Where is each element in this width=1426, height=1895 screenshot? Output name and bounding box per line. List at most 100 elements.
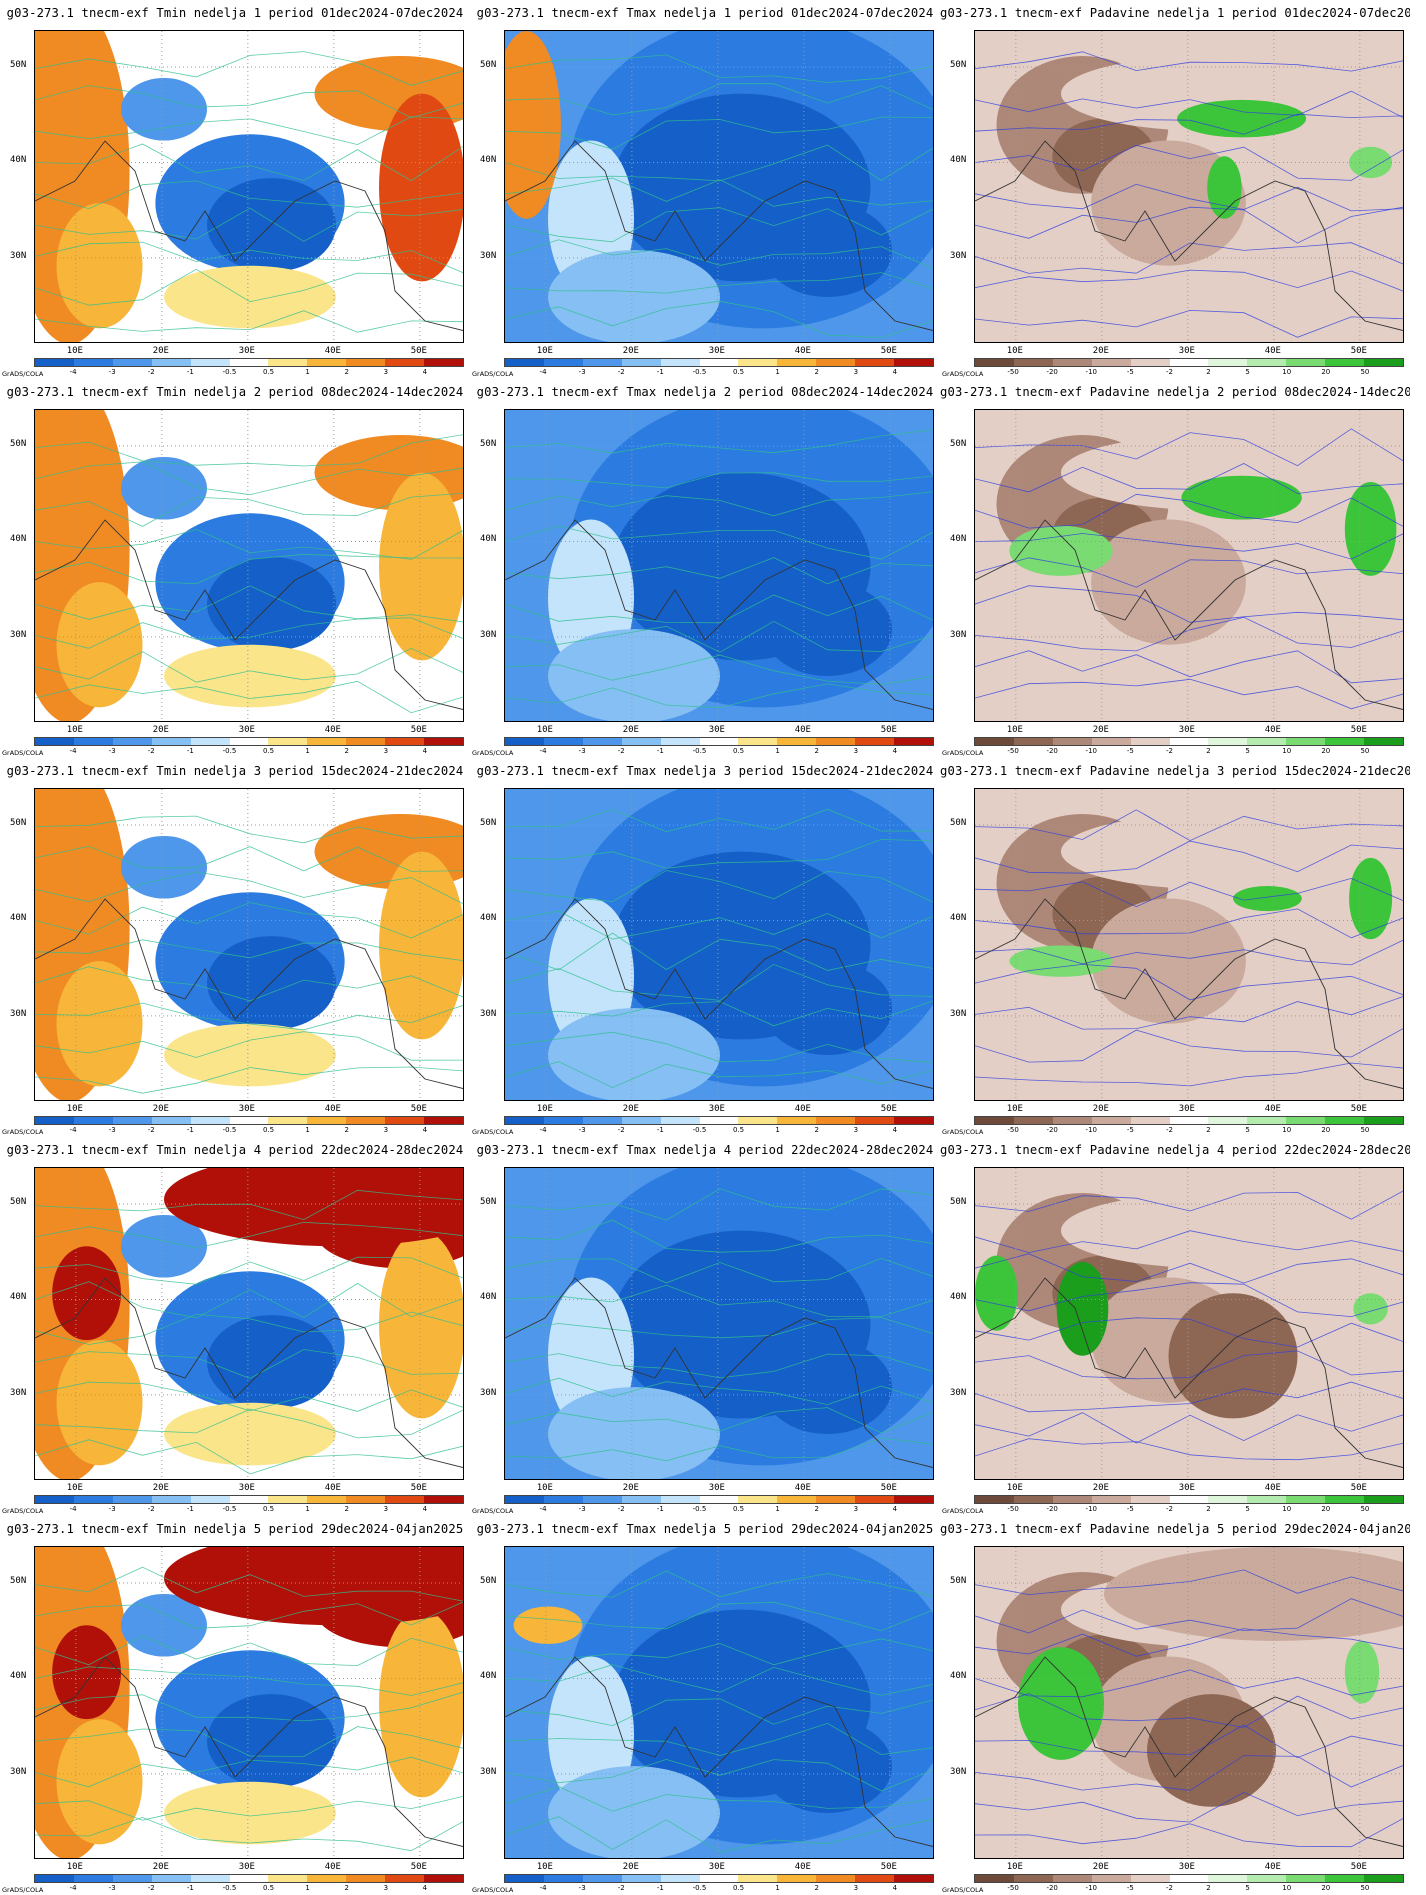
contour-line: [505, 272, 933, 294]
anomaly-map: [34, 1167, 464, 1480]
coastline: [975, 519, 1403, 710]
contour-line: [975, 1791, 1403, 1823]
colorbar-swatch: [1325, 738, 1365, 745]
colorbar-tick-label: 0.5: [262, 1884, 275, 1892]
colorbar-tick-label: 0.5: [262, 368, 275, 376]
colorbar-ticks: -4 -3 -2 -1 -0.5 0.5 1 2 3 4: [504, 1126, 934, 1136]
map-panel-tmax-week-3: g03-273.1 tnecm-exf Tmax nedelja 3 perio…: [470, 758, 940, 1137]
colorbar-swatch: [777, 1117, 817, 1124]
colorbar-tick-label: 4: [422, 747, 428, 755]
colorbar: [974, 737, 1404, 746]
field-region: [763, 203, 892, 298]
longitude-label: 20E: [152, 346, 169, 356]
field-region: [548, 1008, 720, 1100]
colorbar-swatch: [699, 1875, 739, 1882]
longitude-label: 50E: [880, 1483, 897, 1493]
coastline: [975, 140, 1403, 331]
grads-credit: GrADS/COLA: [2, 370, 44, 378]
colorbar-tick-label: 3: [853, 1126, 859, 1134]
colorbar-tick-label: 4: [422, 1505, 428, 1513]
contour-line: [505, 1061, 933, 1089]
contour-line: [975, 51, 1403, 72]
contour-line: [975, 1724, 1403, 1759]
anomaly-map: [974, 1167, 1404, 1480]
colorbar-ticks: -4 -3 -2 -1 -0.5 0.5 1 2 3 4: [504, 1884, 934, 1894]
colorbar-tick-label: 2: [1206, 368, 1211, 376]
colorbar-ticks: -4 -3 -2 -1 -0.5 0.5 1 2 3 4: [504, 747, 934, 757]
coastline: [505, 898, 933, 1089]
contour-line: [35, 871, 463, 905]
colorbar-swatch: [1052, 359, 1092, 366]
colorbar-tick-label: -20: [1046, 747, 1058, 755]
colorbar-swatch: [1208, 1496, 1248, 1503]
colorbar-swatch: [73, 1496, 113, 1503]
colorbar-swatch: [190, 738, 230, 745]
contour-line: [975, 1755, 1403, 1791]
colorbar-swatch: [190, 359, 230, 366]
latitude-label: 50N: [10, 59, 27, 70]
colorbar: [504, 737, 934, 746]
panel-title: g03-273.1 tnecm-exf Tmin nedelja 4 perio…: [6, 1143, 464, 1157]
field-region: [164, 1781, 336, 1845]
colorbar-tick-label: -2: [617, 1884, 625, 1892]
colorbar-swatch: [1169, 1117, 1209, 1124]
colorbar-tick-label: 4: [422, 368, 428, 376]
colorbar-tick-label: -5: [1126, 1505, 1134, 1513]
contour-line: [505, 239, 933, 269]
anomaly-map: [504, 1167, 934, 1480]
colorbar-tick-label: 3: [383, 368, 389, 376]
longitude-label: 30E: [708, 725, 725, 735]
longitude-label: 10E: [1006, 725, 1023, 735]
colorbar-tick-label: 3: [853, 368, 859, 376]
colorbar-tick-label: 5: [1245, 747, 1250, 755]
field-region: [379, 93, 463, 282]
colorbar-ticks: -4 -3 -2 -1 -0.5 0.5 1 2 3 4: [34, 747, 464, 757]
colorbar-swatch: [582, 359, 622, 366]
field-region: [121, 835, 207, 899]
colorbar-tick-label: -4: [69, 747, 77, 755]
colorbar-swatch: [1325, 1496, 1365, 1503]
colorbar-swatch: [1286, 1496, 1326, 1503]
latitude-label: 30N: [10, 1008, 27, 1019]
contour-line: [505, 1031, 933, 1063]
contour-line: [505, 1257, 933, 1284]
colorbar-tick-label: 4: [892, 368, 898, 376]
contour-line: [35, 207, 463, 242]
colorbar-swatch: [307, 1117, 347, 1124]
field-region: [164, 644, 336, 708]
field-region: [56, 961, 143, 1087]
longitude-label: 30E: [238, 1104, 255, 1114]
colorbar-tick-label: 1: [775, 1505, 780, 1513]
map-panel-tmin-week-1: g03-273.1 tnecm-exf Tmin nedelja 1 perio…: [0, 0, 470, 379]
panel-title: g03-273.1 tnecm-exf Padavine nedelja 1 p…: [940, 6, 1410, 20]
colorbar-tick-label: -10: [1085, 1505, 1097, 1513]
colorbar-tick-label: 3: [383, 747, 389, 755]
colorbar-swatch: [385, 359, 425, 366]
colorbar-swatch: [543, 1117, 583, 1124]
colorbar-tick-label: 2: [1206, 747, 1211, 755]
colorbar-swatch: [1013, 1875, 1053, 1882]
colorbar-tick-label: -4: [539, 747, 547, 755]
colorbar-swatch: [307, 738, 347, 745]
colorbar-swatch: [855, 359, 895, 366]
colorbar-tick-label: 10: [1282, 1126, 1292, 1134]
contour-line: [505, 557, 933, 585]
contour-line: [35, 1256, 463, 1285]
colorbar-swatch: [975, 1117, 1014, 1124]
contour-line: [35, 85, 463, 119]
anomaly-map: [504, 409, 934, 722]
map-panel-padavine-week-1: g03-273.1 tnecm-exf Padavine nedelja 1 p…: [940, 0, 1410, 379]
colorbar-tick-label: 5: [1245, 1126, 1250, 1134]
colorbar-tick-label: 1: [775, 747, 780, 755]
colorbar-swatch: [777, 359, 817, 366]
colorbar-tick-label: 0.5: [262, 747, 275, 755]
panel-title: g03-273.1 tnecm-exf Padavine nedelja 3 p…: [940, 764, 1410, 778]
colorbar-swatch: [229, 359, 269, 366]
anomaly-map: [974, 1546, 1404, 1859]
contour-line: [975, 309, 1403, 338]
contour-line: [975, 963, 1403, 1001]
longitude-label: 10E: [536, 1483, 553, 1493]
contour-line: [975, 428, 1403, 467]
grads-credit: GrADS/COLA: [942, 749, 984, 757]
latitude-label: 40N: [950, 155, 967, 166]
